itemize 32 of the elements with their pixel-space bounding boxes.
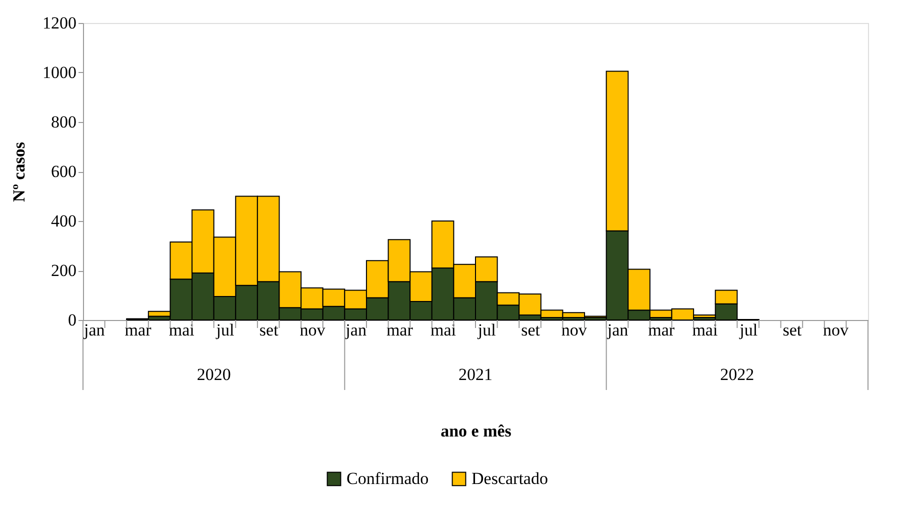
legend-label: Descartado [472, 468, 548, 488]
x-tick-label: set [782, 320, 802, 340]
x-tick-label: nov [823, 320, 850, 340]
x-tick-label: jan [83, 320, 106, 340]
x-tick-label: nov [300, 320, 326, 340]
x-tick-label: mar [648, 320, 675, 340]
legend-label: Confirmado [346, 468, 429, 488]
y-tick-label: 1200 [42, 14, 76, 32]
y-tick-label: 1000 [42, 63, 76, 82]
text: 2022 [720, 365, 754, 384]
text: 2021 [458, 365, 492, 384]
x-tick-label: jul [476, 320, 496, 340]
x-tick-label: nov [561, 320, 588, 340]
x-tick-label: set [259, 320, 279, 340]
x-tick-label: mai [692, 320, 718, 340]
y-axis-title: Nº casos [10, 142, 28, 202]
x-tick-label: jan [344, 320, 367, 340]
text: 2020 [196, 365, 231, 384]
y-tick-label: 200 [51, 261, 76, 280]
x-tick-label: mar [124, 320, 152, 340]
x-tick-label: mai [430, 320, 456, 340]
x-tick-label: mai [168, 320, 195, 340]
x-tick-label: mar [386, 320, 414, 340]
y-tick-label: 800 [51, 112, 76, 132]
x-tick-label: jan [606, 320, 629, 340]
y-tick-label: 0 [68, 310, 76, 330]
x-axis-title: ano e mês [440, 422, 512, 440]
y-tick-label: 600 [51, 162, 76, 181]
x-tick-label: jul [215, 320, 234, 340]
x-tick-label: jul [738, 320, 758, 340]
x-tick-label: set [521, 320, 540, 340]
y-tick-label: 400 [51, 212, 76, 230]
